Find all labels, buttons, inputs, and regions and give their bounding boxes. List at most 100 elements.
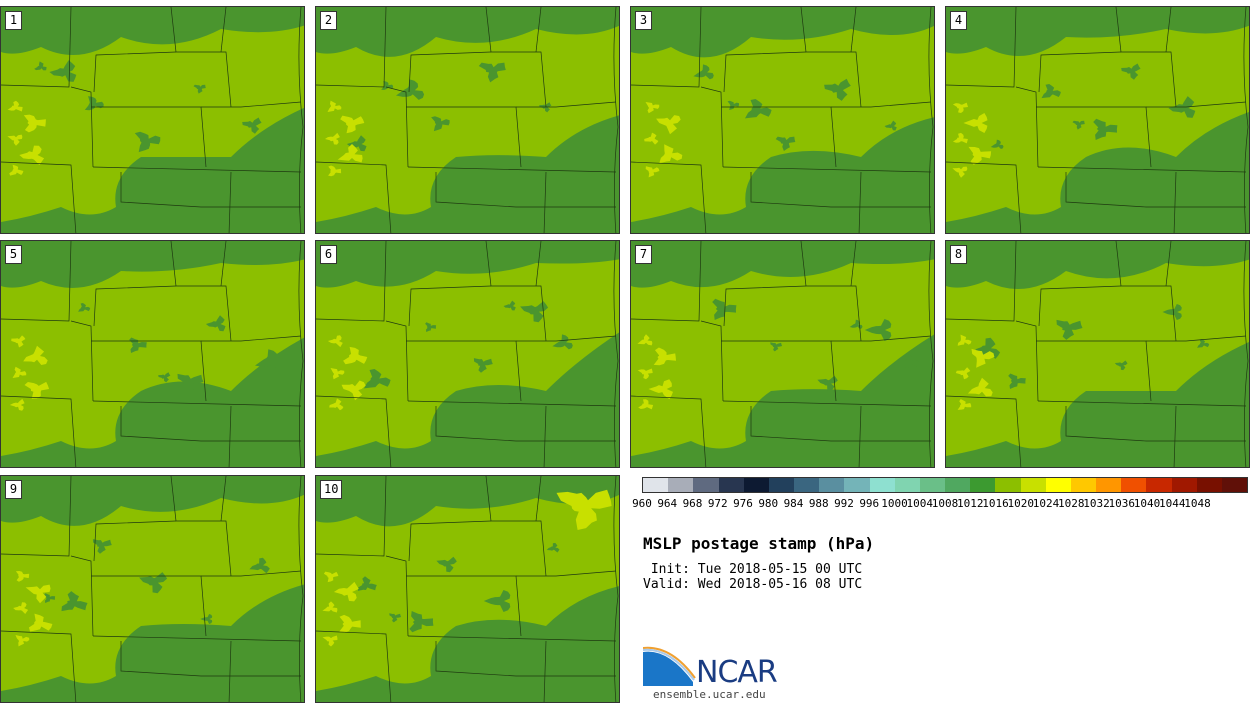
- low-pressure-area: [770, 342, 783, 352]
- state-boundary: [228, 405, 232, 467]
- high-pressure-area: [556, 489, 612, 530]
- colorbar-swatch: [894, 478, 920, 492]
- low-pressure-area: [346, 135, 367, 152]
- low-pressure-area: [552, 334, 573, 350]
- low-pressure-area: [946, 7, 1249, 57]
- low-pressure-area: [946, 112, 1249, 233]
- low-pressure-area: [478, 62, 506, 83]
- colorbar-tick-label: 1004: [906, 497, 934, 510]
- low-pressure-area: [316, 476, 619, 527]
- mslp-map: [316, 476, 619, 702]
- low-pressure-area: [884, 120, 897, 131]
- low-pressure-area: [1, 107, 304, 233]
- ensemble-member-panel: 5: [0, 240, 305, 468]
- state-boundary: [92, 635, 302, 642]
- high-pressure-area: [322, 601, 338, 613]
- low-pressure-area: [1, 584, 304, 702]
- high-pressure-area: [333, 581, 359, 602]
- state-boundary: [723, 285, 807, 327]
- state-boundary: [535, 241, 542, 287]
- high-pressure-area: [9, 164, 24, 176]
- colorbar-swatch: [743, 478, 769, 492]
- state-boundary: [1146, 335, 1247, 342]
- member-number: 1: [5, 11, 22, 30]
- low-pressure-area: [520, 301, 549, 323]
- state-boundary: [543, 640, 547, 702]
- high-pressure-area: [637, 368, 653, 380]
- high-pressure-area: [637, 334, 653, 346]
- high-pressure-area: [7, 134, 23, 146]
- ensemble-member-panel: 2: [315, 6, 620, 234]
- member-number: 5: [5, 245, 22, 264]
- high-pressure-area: [15, 635, 30, 647]
- state-boundary: [316, 7, 387, 88]
- low-pressure-area: [1008, 373, 1026, 389]
- state-boundary: [201, 570, 302, 577]
- low-pressure-area: [1, 476, 304, 526]
- state-boundary: [631, 241, 702, 322]
- colorbar-swatch: [718, 478, 744, 492]
- website-url[interactable]: ensemble.ucar.edu: [653, 688, 766, 701]
- state-boundary: [946, 161, 1022, 233]
- state-boundary: [201, 101, 302, 108]
- colorbar-tick-label: 1012: [957, 497, 984, 510]
- colorbar-tick-label: 1020: [1007, 497, 1035, 510]
- state-boundary: [858, 405, 862, 467]
- low-pressure-area: [316, 7, 619, 57]
- low-pressure-area: [431, 116, 450, 132]
- low-pressure-area: [727, 100, 739, 110]
- low-pressure-area: [849, 319, 863, 329]
- state-boundary: [435, 406, 616, 442]
- low-pressure-area: [1, 7, 304, 55]
- high-pressure-area: [645, 102, 660, 114]
- chart-title: MSLP postage stamp (hPa): [643, 534, 875, 553]
- colorbar-swatch: [995, 478, 1021, 492]
- low-pressure-area: [205, 315, 226, 332]
- low-pressure-area: [49, 60, 77, 82]
- state-boundary: [120, 172, 301, 208]
- high-pressure-area: [322, 635, 338, 647]
- state-boundary: [120, 406, 301, 442]
- state-boundary: [850, 7, 857, 53]
- state-boundary: [228, 171, 232, 233]
- state-boundary: [1015, 320, 1039, 402]
- high-pressure-area: [952, 132, 968, 144]
- colorbar-swatch: [869, 478, 895, 492]
- low-pressure-area: [693, 64, 714, 80]
- low-pressure-area: [900, 354, 920, 369]
- state-boundary: [385, 320, 409, 402]
- state-boundary: [613, 476, 619, 702]
- colorbar-tick-label: 1000: [881, 497, 908, 510]
- high-pressure-area: [325, 132, 340, 145]
- low-pressure-area: [631, 7, 934, 58]
- colorbar-tick-label: 1016: [982, 497, 1009, 510]
- colorbar-tick-label: 984: [783, 497, 804, 510]
- colorbar-tick-label: 1032: [1083, 497, 1110, 510]
- state-boundary: [516, 101, 617, 108]
- high-pressure-area: [648, 379, 673, 400]
- high-pressure-area: [25, 584, 51, 604]
- high-pressure-area: [971, 348, 995, 368]
- state-boundary: [70, 320, 94, 402]
- state-boundary: [298, 241, 304, 467]
- colorbar-swatch: [794, 478, 820, 492]
- colorbar-swatch: [1045, 478, 1071, 492]
- state-boundary: [946, 7, 1017, 88]
- state-boundary: [928, 7, 934, 233]
- colorbar-tick-label: 1036: [1108, 497, 1136, 510]
- low-pressure-area: [1, 241, 304, 288]
- high-pressure-area: [28, 613, 53, 632]
- state-boundary: [858, 171, 862, 233]
- low-pressure-area: [357, 576, 377, 591]
- state-boundary: [750, 406, 931, 442]
- state-boundary: [700, 320, 724, 402]
- low-pressure-area: [745, 99, 772, 119]
- state-boundary: [316, 395, 392, 467]
- low-pressure-area: [249, 557, 270, 574]
- colorbar-tick-labels: 960 964 968 972 976 980 984 988 992 996 1000 1004 10…: [632, 497, 1248, 511]
- colorbar-tick-label: 1048: [1184, 497, 1211, 510]
- high-pressure-area: [967, 377, 993, 397]
- high-pressure-area: [341, 380, 366, 401]
- high-pressure-area: [330, 368, 345, 380]
- low-pressure-area: [1197, 339, 1210, 348]
